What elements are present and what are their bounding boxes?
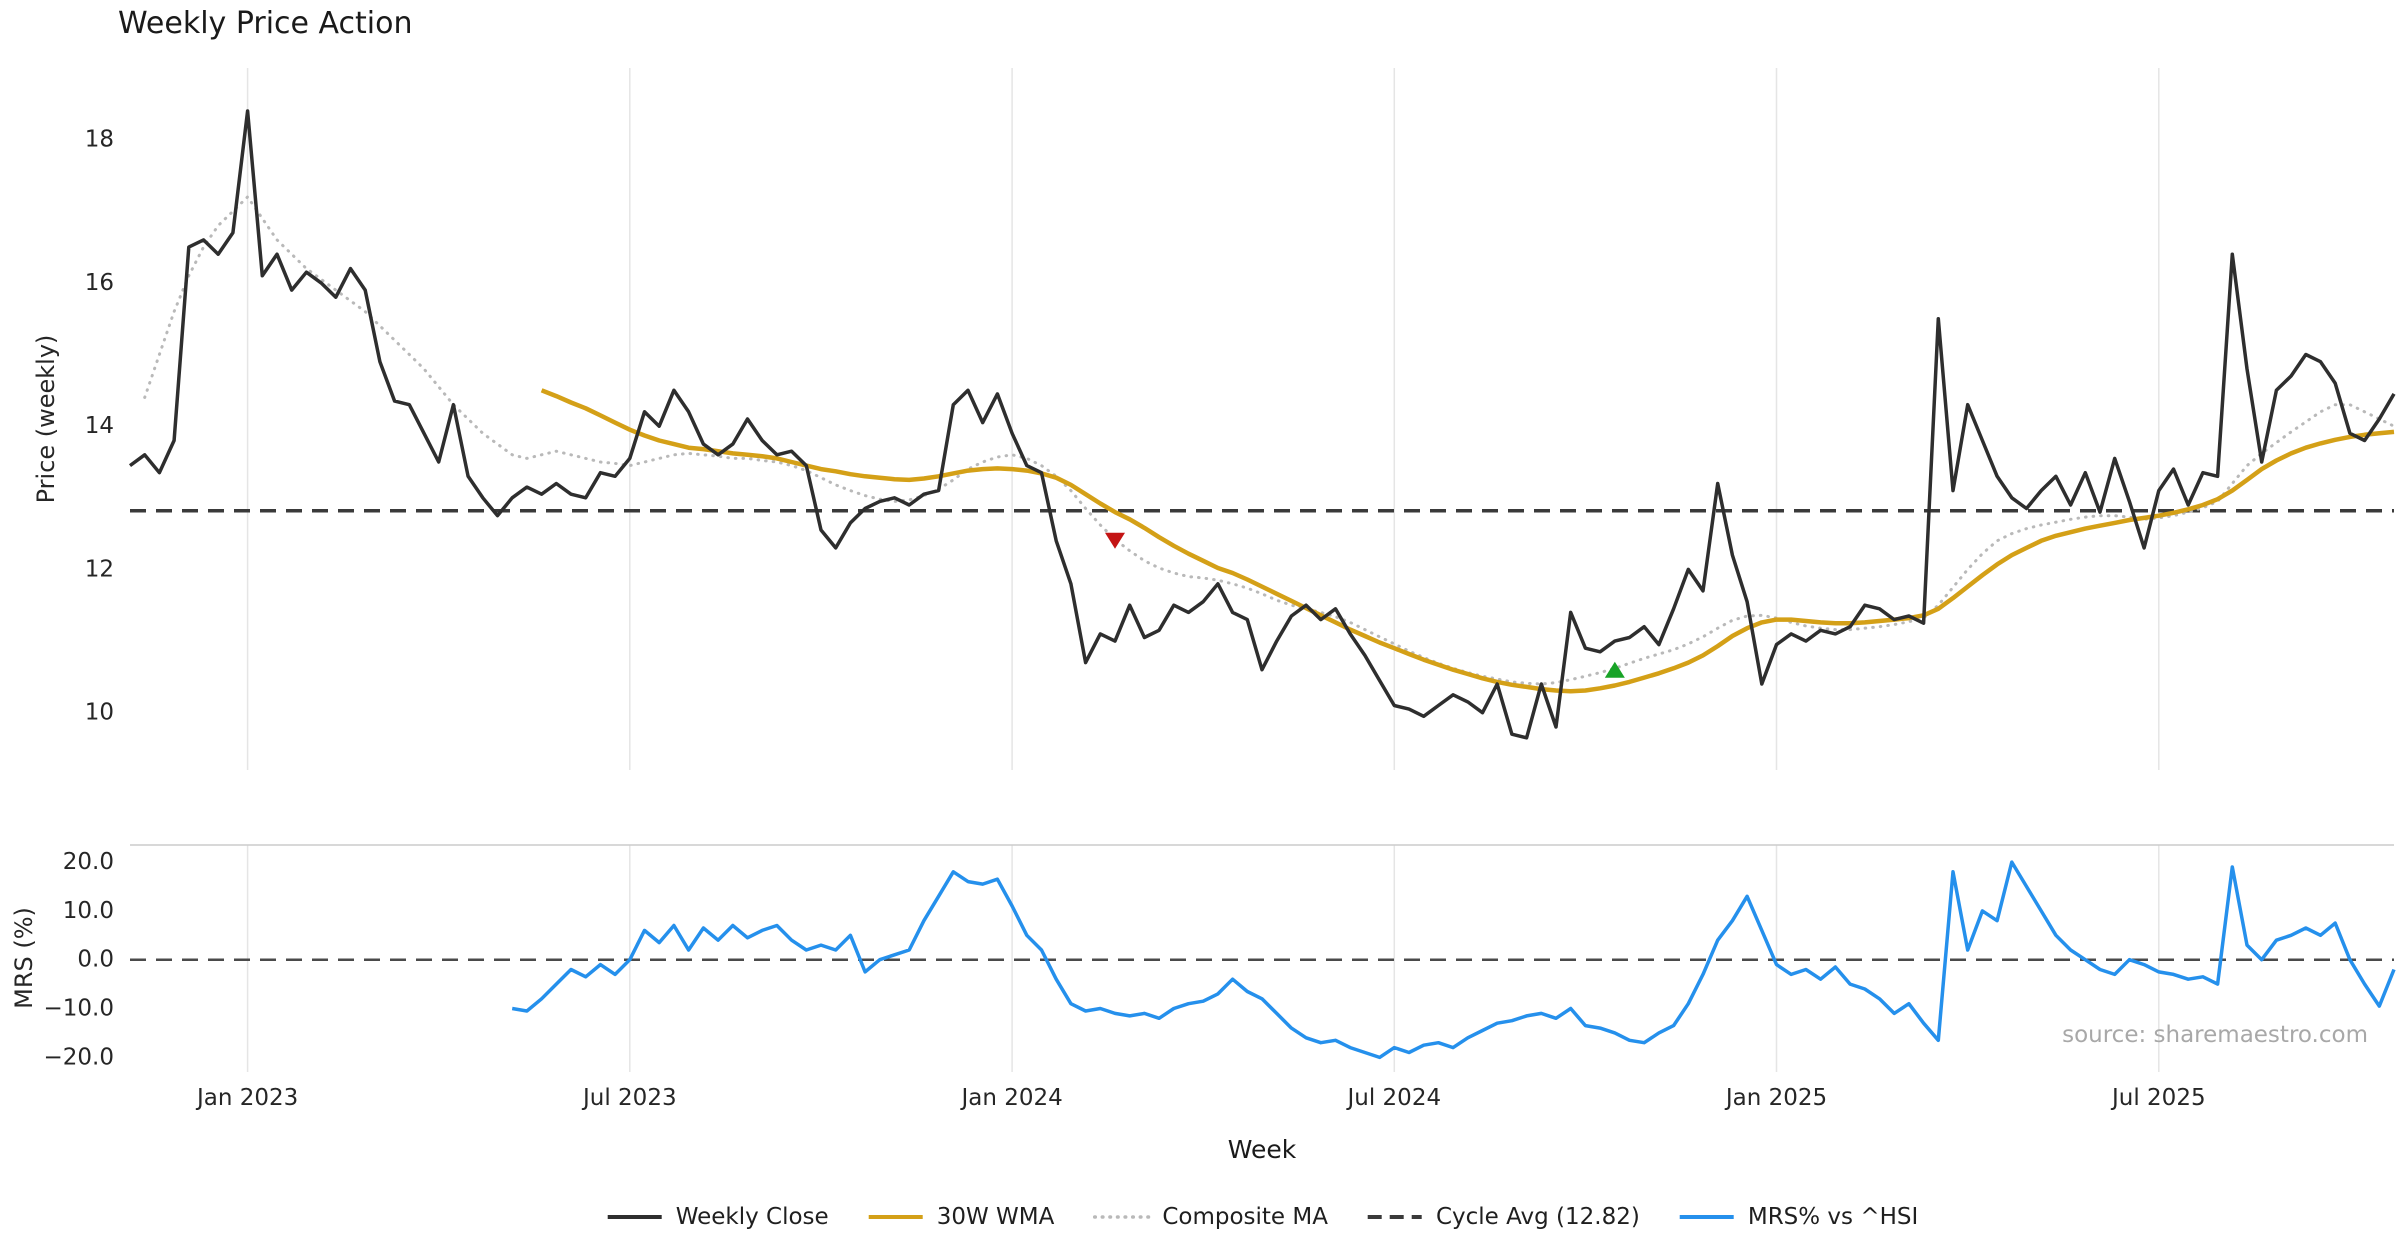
x-tick-label: Jan 2023	[195, 1085, 298, 1111]
legend: Weekly Close 30W WMA Composite MA Cycle Avg…	[606, 1204, 1918, 1230]
y-tick-label: 14	[85, 413, 114, 439]
legend-item-30w-wma: 30W WMA	[867, 1204, 1055, 1230]
y-tick-label: 0.0	[77, 947, 114, 973]
legend-label: Cycle Avg (12.82)	[1435, 1204, 1640, 1230]
legend-label: MRS% vs ^HSI	[1747, 1204, 1919, 1230]
legend-item-cycle-avg-12-82: Cycle Avg (12.82)	[1366, 1204, 1640, 1230]
y-tick-label: −20.0	[44, 1044, 114, 1070]
x-axis-label: Week	[1227, 1135, 1297, 1164]
30w-wma-series	[540, 388, 2395, 694]
y-tick-label: 20.0	[63, 849, 114, 875]
x-tick-label: Jul 2024	[1345, 1085, 1441, 1111]
source-credit: source: sharemaestro.com	[2062, 1022, 2368, 1048]
legend-line-sample-icon	[1092, 1215, 1151, 1219]
legend-line-sample-icon	[1367, 1215, 1422, 1219]
legend-item-mrs-vs-hsi: MRS% vs ^HSI	[1678, 1204, 1918, 1230]
x-tick-label: Jul 2023	[581, 1085, 677, 1111]
y-tick-label: 16	[85, 270, 114, 296]
legend-line-sample-icon	[607, 1215, 662, 1219]
y-tick-label: 12	[85, 556, 114, 582]
legend-line-sample-icon	[1679, 1215, 1734, 1219]
chart-title: Weekly Price Action	[118, 6, 413, 41]
y-tick-label: 10	[85, 700, 114, 726]
legend-label: 30W WMA	[936, 1204, 1055, 1230]
legend-item-weekly-close: Weekly Close	[606, 1204, 829, 1230]
composite-ma-series	[143, 195, 2396, 686]
weekly-close-series	[128, 109, 2396, 740]
legend-label: Weekly Close	[675, 1204, 829, 1230]
legend-label: Composite MA	[1162, 1204, 1328, 1230]
mrs-vs-hsi-series	[511, 860, 2396, 1060]
legend-item-composite-ma: Composite MA	[1092, 1204, 1328, 1230]
x-tick-label: Jul 2025	[2110, 1085, 2206, 1111]
buy-signal-icon	[1604, 661, 1625, 678]
x-tick-label: Jan 2025	[1724, 1085, 1827, 1111]
y-tick-label: 18	[85, 127, 114, 153]
legend-line-sample-icon	[868, 1215, 923, 1219]
y-tick-label: 10.0	[63, 898, 114, 924]
sell-signal-icon	[1104, 532, 1125, 549]
x-tick-label: Jan 2024	[959, 1085, 1062, 1111]
y-tick-label: −10.0	[44, 996, 114, 1022]
